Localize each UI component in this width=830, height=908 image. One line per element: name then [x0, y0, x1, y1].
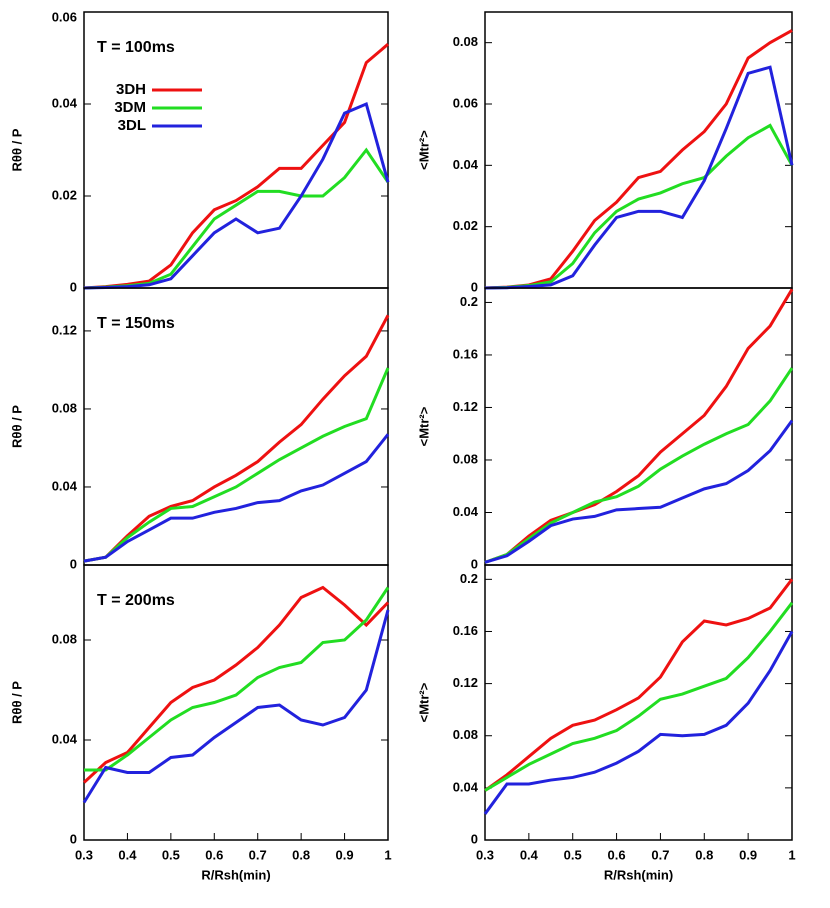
- y-tick-label: 0.02: [453, 218, 478, 233]
- y-axis-label: Rθθ / P: [9, 681, 24, 724]
- x-tick-label: 0.6: [608, 847, 626, 862]
- y-axis-label: <Mtr²>: [416, 682, 431, 722]
- x-tick-label: 0.6: [205, 847, 223, 862]
- x-tick-label: 1: [788, 847, 795, 862]
- y-axis-label: Rθθ / P: [9, 405, 24, 448]
- x-tick-label: 0.7: [651, 847, 669, 862]
- legend-label: 3DH: [116, 81, 146, 98]
- y-tick-label: 0.2: [460, 294, 478, 309]
- x-tick-label: 0.4: [118, 847, 137, 862]
- y-tick-label: 0: [70, 831, 77, 846]
- y-tick-label: 0: [471, 279, 478, 294]
- data-line: [83, 101, 390, 290]
- y-axis-label: <Mtr²>: [416, 406, 431, 446]
- data-line: [82, 609, 390, 804]
- y-tick-label: 0.16: [453, 623, 478, 638]
- data-line: [484, 419, 794, 564]
- panel-annotation: T = 200ms: [97, 592, 175, 609]
- y-tick-label: 0.12: [52, 322, 77, 337]
- panel-annotation: T = 150ms: [97, 315, 175, 332]
- x-tick-label: 0.7: [249, 847, 267, 862]
- y-tick-label: 0.08: [453, 451, 478, 466]
- data-line: [484, 578, 794, 792]
- y-tick-label: 0.06: [453, 95, 478, 110]
- data-line: [84, 586, 390, 772]
- y-tick-label: 0.08: [453, 727, 478, 742]
- y-tick-label: 0.04: [453, 779, 479, 794]
- x-tick-label: 0.5: [564, 847, 582, 862]
- plot-frame: [83, 564, 389, 841]
- y-axis-label: <Mtr²>: [416, 130, 431, 170]
- data-line: [484, 65, 794, 290]
- y-tick-label: 0.04: [453, 504, 479, 519]
- data-line: [484, 367, 794, 564]
- x-tick-label: 0.9: [336, 847, 354, 862]
- y-tick-label: 0.08: [52, 631, 77, 646]
- x-tick-label: 0.9: [739, 847, 757, 862]
- y-tick-label: 0.04: [453, 157, 479, 172]
- y-tick-label: 0: [471, 556, 478, 571]
- data-line: [484, 601, 794, 792]
- data-line: [484, 123, 794, 290]
- data-line: [83, 314, 390, 563]
- y-tick-label: 0: [70, 279, 77, 294]
- y-tick-label: 0.2: [460, 571, 478, 586]
- y-tick-label: 0.08: [52, 400, 77, 415]
- x-tick-label: 1: [384, 847, 391, 862]
- y-tick-label: 0: [471, 831, 478, 846]
- y-tick-label: 0.08: [453, 34, 478, 49]
- x-tick-label: 0.5: [162, 847, 180, 862]
- x-tick-label: 0.8: [292, 847, 310, 862]
- data-line: [484, 288, 794, 564]
- x-axis-label: R/Rsh(min): [201, 867, 270, 882]
- data-line: [83, 433, 390, 563]
- data-line: [483, 630, 794, 815]
- y-tick-label: 0.04: [52, 731, 78, 746]
- plot-frame: [484, 564, 793, 841]
- y-tick-label: 0.16: [453, 346, 478, 361]
- data-line: [82, 585, 390, 784]
- y-tick-label: 0.04: [52, 95, 78, 110]
- y-tick-label: 0.02: [52, 187, 77, 202]
- data-line: [83, 367, 390, 563]
- y-tick-label: 0: [70, 556, 77, 571]
- y-tick-label: 0.04: [52, 478, 78, 493]
- x-tick-label: 0.3: [476, 847, 494, 862]
- legend-label: 3DM: [114, 99, 146, 116]
- data-line: [484, 29, 793, 290]
- y-tick-label: 0.06: [52, 9, 77, 24]
- x-tick-label: 0.4: [520, 847, 539, 862]
- legend-label: 3DL: [118, 117, 146, 134]
- x-tick-label: 0.3: [75, 847, 93, 862]
- panel-annotation: T = 100ms: [97, 39, 175, 56]
- y-axis-label: Rθθ / P: [9, 128, 24, 171]
- x-tick-label: 0.8: [695, 847, 713, 862]
- y-tick-label: 0.12: [453, 399, 478, 414]
- plot-frame: [484, 11, 793, 289]
- y-tick-label: 0.12: [453, 675, 478, 690]
- x-axis-label: R/Rsh(min): [604, 867, 673, 882]
